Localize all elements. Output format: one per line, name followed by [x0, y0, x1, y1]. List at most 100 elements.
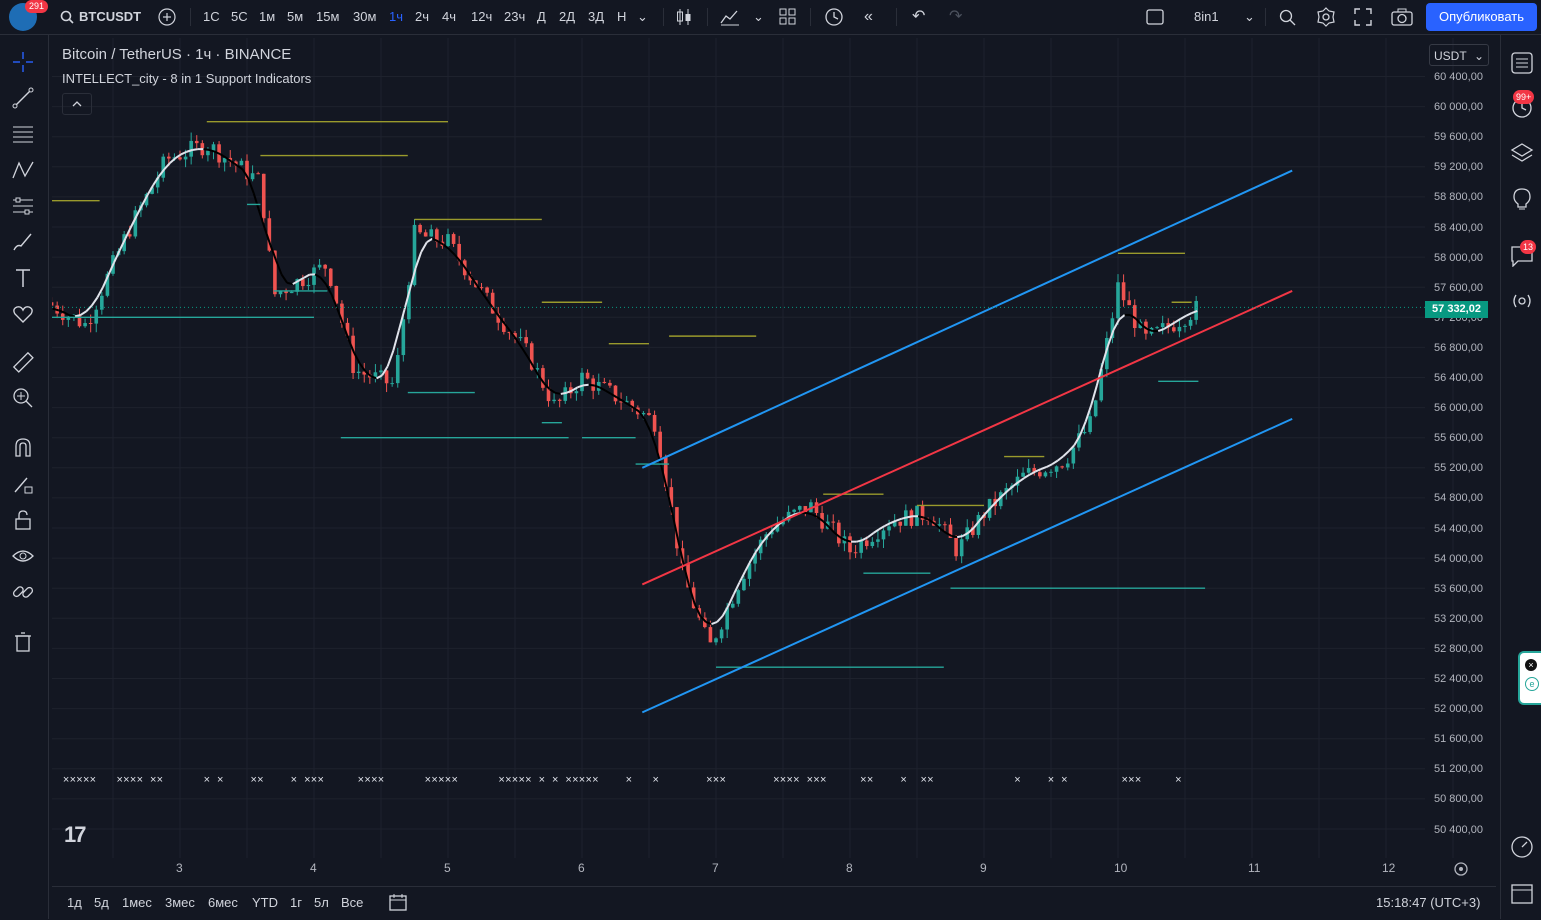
x-signal-marker: ×: [780, 774, 786, 786]
undo-icon[interactable]: ↶: [912, 0, 925, 34]
candle-body: [854, 552, 858, 553]
alert-clock-icon[interactable]: [824, 0, 844, 34]
favorites-heart-icon[interactable]: [8, 299, 38, 329]
quick-search-icon[interactable]: [1278, 0, 1296, 34]
fullscreen-icon[interactable]: [1354, 0, 1372, 34]
extension-e-icon[interactable]: e: [1525, 677, 1539, 691]
indicators-icon[interactable]: [720, 0, 740, 34]
layout-chevron-icon[interactable]: ⌄: [1244, 0, 1255, 34]
range-button-7[interactable]: 5л: [314, 895, 329, 910]
currency-select[interactable]: USDT⌄: [1429, 44, 1489, 66]
utc-clock[interactable]: 15:18:47 (UTC+3): [1376, 895, 1480, 910]
range-button-6[interactable]: 1г: [290, 895, 302, 910]
x-signal-marker: ×: [150, 774, 156, 786]
user-avatar[interactable]: 291: [9, 3, 37, 31]
link-icon[interactable]: [8, 577, 38, 607]
text-tool-icon[interactable]: [8, 263, 38, 293]
watchlist-icon[interactable]: [1506, 47, 1538, 79]
brush-icon[interactable]: [8, 227, 38, 257]
timeframe-3[interactable]: 5м: [287, 0, 303, 34]
price-chart[interactable]: ××××××××××××××××××××××××××××××××××××××××…: [52, 38, 1496, 883]
time-axis-settings-icon[interactable]: [1453, 861, 1469, 882]
range-button-1[interactable]: 5д: [94, 895, 109, 910]
ruler-icon[interactable]: [8, 347, 38, 377]
x-signal-marker: ×: [626, 774, 632, 786]
search-icon[interactable]: [60, 0, 74, 34]
time-tick-label: 12: [1382, 861, 1395, 875]
candle-body: [184, 157, 188, 160]
range-button-4[interactable]: 6мес: [208, 895, 238, 910]
candles-chart-type-icon[interactable]: [675, 0, 693, 34]
compare-add-icon[interactable]: [158, 0, 176, 34]
timeframe-9[interactable]: 12ч: [471, 0, 492, 34]
price-tick-label: 52 000,00: [1434, 703, 1483, 715]
symbol-search-button[interactable]: BTCUSDT: [79, 0, 141, 34]
range-button-5[interactable]: YTD: [252, 895, 278, 910]
close-x-icon[interactable]: ×: [1525, 659, 1537, 671]
screenshot-camera-icon[interactable]: [1391, 0, 1413, 34]
lock-drawing-pencil-icon[interactable]: [8, 469, 38, 499]
timeframe-4[interactable]: 15м: [316, 0, 339, 34]
trash-icon[interactable]: [8, 627, 38, 657]
pattern-icon[interactable]: [8, 155, 38, 185]
x-signal-marker: ×: [565, 774, 571, 786]
x-signal-marker: ×: [552, 774, 558, 786]
timeframe-11[interactable]: Д: [537, 0, 546, 34]
goto-date-calendar-icon[interactable]: [388, 892, 408, 917]
range-button-0[interactable]: 1д: [67, 895, 82, 910]
redo-icon[interactable]: ↷: [949, 0, 962, 34]
magnet-icon[interactable]: [8, 433, 38, 463]
publish-button[interactable]: Опубликовать: [1426, 3, 1537, 31]
timeframe-13[interactable]: 3Д: [588, 0, 604, 34]
templates-grid-icon[interactable]: [779, 0, 797, 34]
extension-widget[interactable]: × e: [1518, 651, 1541, 705]
indicators-chevron-icon[interactable]: ⌄: [753, 0, 764, 34]
candle-body: [1172, 327, 1176, 331]
layout-select-icon[interactable]: [1146, 0, 1164, 34]
x-signal-marker: ×: [63, 774, 69, 786]
horizontal-lines-icon[interactable]: [8, 119, 38, 149]
trend-line-segment: [555, 393, 561, 394]
hotlists-dial-icon[interactable]: [1506, 831, 1538, 863]
trend-line-segment: [896, 519, 902, 521]
collapse-legend-button[interactable]: [62, 93, 92, 115]
candle-body: [1021, 473, 1025, 477]
trend-line-icon[interactable]: [8, 83, 38, 113]
timeframe-5[interactable]: 30м: [353, 0, 376, 34]
candle-body: [1094, 400, 1098, 416]
timeframe-14[interactable]: Н: [617, 0, 626, 34]
range-button-3[interactable]: 3мес: [165, 895, 195, 910]
timeframe-8[interactable]: 4ч: [442, 0, 456, 34]
timeframe-0[interactable]: 1С: [203, 0, 220, 34]
timeframe-1[interactable]: 5С: [231, 0, 248, 34]
prediction-icon[interactable]: [8, 191, 38, 221]
right-sidebar: 99+ 13: [1500, 35, 1541, 919]
ideas-lightbulb-icon[interactable]: [1506, 183, 1538, 215]
timeframe-2[interactable]: 1м: [259, 0, 275, 34]
candle-body: [357, 372, 361, 373]
crosshair-icon[interactable]: [8, 47, 38, 77]
x-signal-marker: ×: [505, 774, 511, 786]
layout-name-button[interactable]: 8in1: [1194, 0, 1219, 34]
streams-broadcast-icon[interactable]: [1506, 285, 1538, 317]
timeframe-7[interactable]: 2ч: [415, 0, 429, 34]
timeframe-6[interactable]: 1ч: [389, 0, 403, 34]
x-signal-marker: ×: [291, 774, 297, 786]
x-signal-marker: ×: [358, 774, 364, 786]
zoom-in-icon[interactable]: [8, 383, 38, 413]
trend-line-segment: [203, 149, 209, 150]
candle-body: [876, 539, 880, 541]
lock-icon[interactable]: [8, 505, 38, 535]
data-window-layers-icon[interactable]: [1506, 137, 1538, 169]
candle-body: [1155, 327, 1159, 328]
timeframe-10[interactable]: 23ч: [504, 0, 525, 34]
range-button-8[interactable]: Все: [341, 895, 363, 910]
replay-icon[interactable]: «: [864, 0, 873, 34]
x-signal-marker: ×: [652, 774, 658, 786]
range-button-2[interactable]: 1мес: [122, 895, 152, 910]
timeframe-12[interactable]: 2Д: [559, 0, 575, 34]
calendar-icon[interactable]: [1506, 877, 1538, 909]
timeframe-more-chevron-icon[interactable]: ⌄: [637, 0, 648, 34]
settings-gear-icon[interactable]: [1316, 0, 1336, 34]
hide-eye-icon[interactable]: [8, 541, 38, 571]
